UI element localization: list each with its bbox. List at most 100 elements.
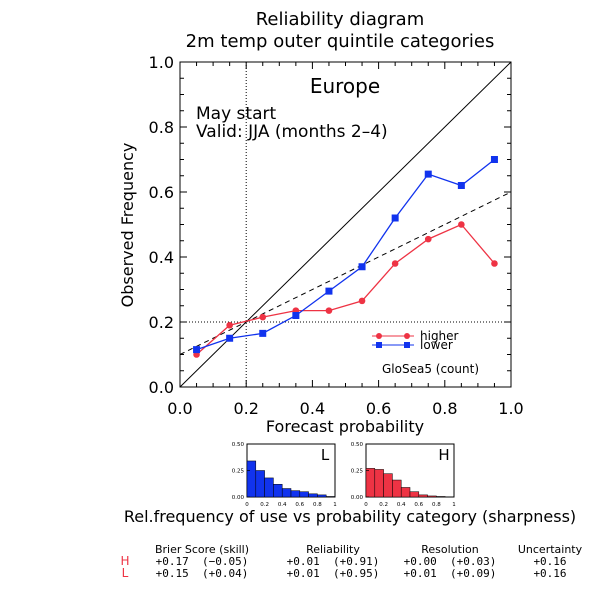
region-label: Europe bbox=[310, 74, 380, 98]
point-lower bbox=[358, 263, 366, 271]
histogram-x-tick-label: 0.8 bbox=[313, 502, 322, 508]
point-lower bbox=[259, 329, 267, 337]
histogram-bar bbox=[264, 477, 274, 498]
point-higher bbox=[458, 221, 465, 228]
histogram-y-tick-label: 0.25 bbox=[351, 469, 364, 475]
score-header-uncertainty: Uncertainty bbox=[518, 543, 583, 556]
histogram-y-tick-label: 0.50 bbox=[232, 442, 245, 448]
score-cell: +0.17 (−0.05) bbox=[156, 555, 249, 568]
point-higher bbox=[424, 235, 432, 243]
histogram-bar bbox=[418, 494, 428, 498]
series-line-higher bbox=[196, 223, 495, 355]
point-lower bbox=[226, 334, 234, 342]
histogram-bar bbox=[290, 490, 301, 498]
point-higher bbox=[491, 260, 498, 267]
histogram-bar bbox=[273, 484, 283, 498]
histogram-x-tick-label: 0.6 bbox=[295, 502, 304, 508]
histogram-bar bbox=[365, 468, 376, 498]
histogram-x-tick-label: 0.2 bbox=[260, 502, 269, 508]
histogram-bar bbox=[383, 473, 393, 498]
score-header-brier: Brier Score (skill) bbox=[155, 543, 249, 556]
legend-label-lower: lower bbox=[420, 338, 453, 352]
series-line-lower bbox=[196, 158, 495, 351]
point-higher bbox=[259, 313, 267, 321]
histogram-y-tick-label: 0.50 bbox=[351, 442, 364, 448]
perfect-reliability-line bbox=[179, 61, 512, 388]
histogram-bar bbox=[281, 488, 292, 498]
score-cell: +0.01 (+0.95) bbox=[287, 567, 380, 580]
histogram-label: H bbox=[438, 446, 449, 464]
histogram-bar bbox=[308, 493, 318, 498]
score-cell: +0.01 (+0.91) bbox=[287, 555, 380, 568]
legend-marker-higher bbox=[404, 333, 410, 339]
score-cell: +0.15 (+0.04) bbox=[156, 567, 249, 580]
chart-title: Reliability diagram bbox=[256, 9, 425, 30]
score-row-label-higher: H bbox=[120, 554, 129, 568]
point-lower bbox=[193, 346, 201, 354]
histogram-bar bbox=[409, 491, 420, 498]
x-tick-label: 0.8 bbox=[432, 399, 457, 418]
histogram-x-tick-label: 0.4 bbox=[397, 502, 406, 508]
y-tick-label: 0.8 bbox=[149, 118, 174, 137]
histogram-x-tick-label: 0.6 bbox=[414, 502, 423, 508]
x-tick-label: 1.0 bbox=[498, 399, 523, 418]
chart-subtitle: 2m temp outer quintile categories bbox=[186, 31, 495, 52]
point-higher bbox=[325, 307, 333, 314]
score-cell: +0.00 (+0.03) bbox=[404, 555, 497, 568]
y-tick-label: 1.0 bbox=[149, 53, 174, 72]
histogram-label: L bbox=[321, 446, 330, 464]
point-lower bbox=[424, 170, 432, 178]
tick-labels: 0.0 0.2 0.4 0.6 0.8 1.0 0.0 0.2 0.4 0.6 0.8 1.0 bbox=[149, 53, 524, 418]
x-tick-label: 0.4 bbox=[300, 399, 325, 418]
point-higher bbox=[391, 260, 399, 267]
histogram-bar bbox=[325, 496, 336, 498]
histogram-bar bbox=[392, 479, 402, 498]
histogram-bar bbox=[255, 470, 265, 498]
point-higher bbox=[358, 297, 366, 305]
histogram-y-tick-label: 0.00 bbox=[351, 495, 364, 501]
histogram-bar bbox=[400, 487, 411, 498]
y-tick-label: 0.4 bbox=[149, 248, 174, 267]
sharpness-caption: Rel.frequency of use vs probability cate… bbox=[124, 507, 576, 526]
scores-table: Brier Score (skill) Reliability Resoluti… bbox=[120, 543, 582, 580]
y-tick-label: 0.6 bbox=[149, 183, 174, 202]
point-lower bbox=[457, 182, 465, 189]
legend-marker-higher bbox=[376, 333, 382, 339]
legend-label-higher: higher bbox=[420, 329, 459, 343]
histogram-bar bbox=[374, 469, 384, 498]
histogram-bar bbox=[317, 494, 327, 498]
x-tick-label: 0.6 bbox=[366, 399, 391, 418]
sharpness-histogram-higher: 0.50 0.25 0.000 0.2 0.4 0.6 0.8 1 H bbox=[351, 442, 456, 508]
score-cell: +0.16 bbox=[533, 555, 566, 568]
x-axis-label: Forecast probability bbox=[266, 417, 424, 436]
histogram-x-tick-label: 1 bbox=[333, 502, 337, 508]
histogram-y-tick-label: 0.00 bbox=[232, 495, 245, 501]
score-header-resolution: Resolution bbox=[421, 543, 479, 556]
score-header-reliability: Reliability bbox=[306, 543, 360, 556]
x-tick-label: 0.0 bbox=[167, 399, 192, 418]
histogram-x-tick-label: 1 bbox=[452, 502, 456, 508]
y-tick-label: 0.2 bbox=[149, 313, 174, 332]
legend-marker-lower bbox=[404, 342, 410, 348]
sharpness-histogram-lower: 0.50 0.25 0.000 0.2 0.4 0.6 0.8 1 L bbox=[232, 442, 337, 508]
score-cell: +0.16 bbox=[533, 567, 566, 580]
histogram-x-tick-label: 0.8 bbox=[432, 502, 441, 508]
point-lower bbox=[292, 312, 300, 319]
histogram-x-tick-label: 0.4 bbox=[278, 502, 287, 508]
score-row-label-lower: L bbox=[122, 566, 129, 580]
annotation-valid: Valid: JJA (months 2–4) bbox=[196, 122, 388, 142]
histogram-y-tick-label: 0.25 bbox=[232, 469, 245, 475]
histogram-x-tick-label: 0.2 bbox=[379, 502, 388, 508]
series-layer bbox=[193, 156, 498, 358]
point-lower bbox=[490, 156, 498, 163]
histogram-bar bbox=[436, 496, 446, 498]
histogram-x-tick-label: 0 bbox=[245, 502, 249, 508]
legend-marker-lower bbox=[376, 342, 382, 348]
x-tick-label: 0.2 bbox=[233, 399, 258, 418]
histogram-bar bbox=[427, 495, 437, 498]
score-cell: +0.01 (+0.09) bbox=[404, 567, 497, 580]
legend: higher lower bbox=[372, 329, 459, 352]
point-lower bbox=[391, 214, 399, 222]
histogram-x-tick-label: 0 bbox=[364, 502, 368, 508]
